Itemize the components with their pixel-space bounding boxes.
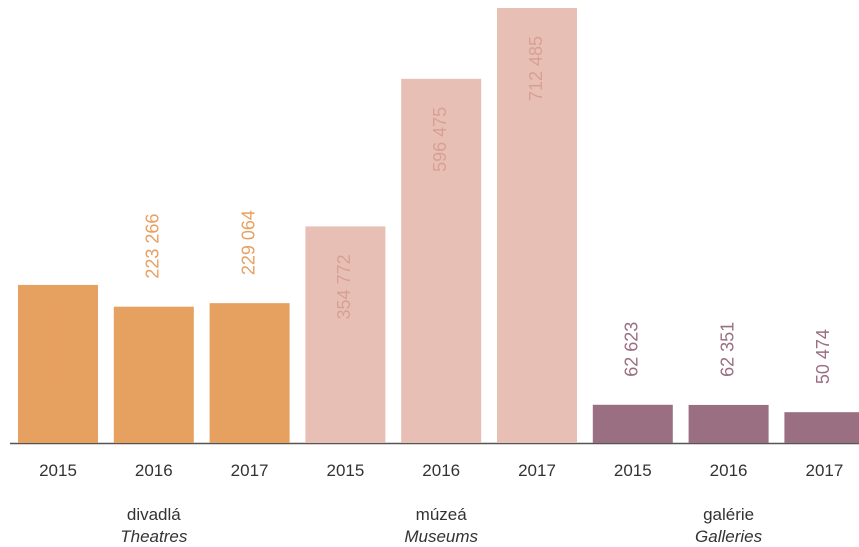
x-tick-label: 2015 (614, 461, 652, 480)
group-label: galérie (703, 505, 754, 524)
value-label: 258 905 (47, 313, 67, 378)
group-label: divadlá (127, 505, 181, 524)
bar (592, 404, 673, 443)
bar (784, 412, 859, 443)
group-subtitle: Theatres (120, 527, 188, 546)
group-label: múzeá (416, 505, 468, 524)
x-tick-label: 2017 (805, 461, 843, 480)
group-subtitle: Museums (404, 527, 478, 546)
value-label: 62 623 (622, 322, 642, 377)
bar (497, 7, 577, 444)
value-label: 223 266 (143, 214, 163, 279)
value-label: 712 485 (526, 36, 546, 101)
value-label: 50 474 (813, 329, 833, 384)
x-tick-label: 2017 (231, 461, 269, 480)
x-tick-label: 2017 (518, 461, 556, 480)
value-label: 62 351 (717, 322, 737, 377)
bar (305, 226, 386, 443)
bar (209, 303, 290, 443)
bar (401, 78, 482, 443)
bar (18, 284, 98, 443)
x-tick-label: 2015 (39, 461, 77, 480)
x-tick-label: 2016 (710, 461, 748, 480)
x-tick-label: 2015 (326, 461, 364, 480)
value-label: 596 475 (430, 107, 450, 172)
value-label: 354 772 (334, 254, 354, 319)
x-tick-label: 2016 (422, 461, 460, 480)
group-subtitle: Galleries (695, 527, 763, 546)
value-label: 229 064 (238, 210, 258, 275)
bar (688, 404, 769, 443)
x-tick-label: 2016 (135, 461, 173, 480)
bar (113, 306, 194, 443)
